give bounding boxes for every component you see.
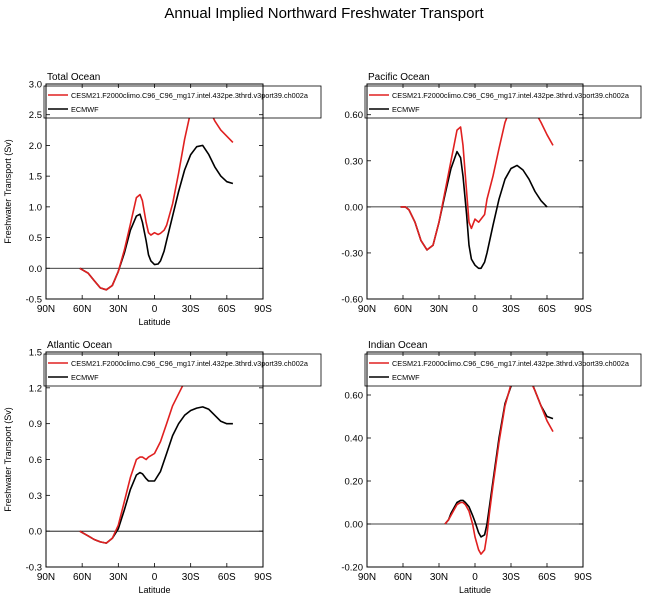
legend-model-label: CESM21.F2000climo.C96_C96_mg17.intel.432… <box>392 359 630 368</box>
x-axis-label: Latitude <box>138 585 170 595</box>
x-tick-label: 0 <box>472 304 478 315</box>
x-tick-label: 30S <box>182 304 200 315</box>
x-tick-label: 60S <box>538 304 556 315</box>
x-tick-label: 90N <box>358 304 376 315</box>
legend-obs-label: ECMWF <box>71 373 99 382</box>
panel-3: Indian Ocean CESM21.F2000climo.C96_C96_mg… <box>341 340 642 595</box>
y-tick-label: 1.5 <box>29 348 42 359</box>
legend-box <box>43 85 322 119</box>
y-axis-label: Freshwater Transport (Sv) <box>3 139 13 244</box>
x-tick-label: 60S <box>218 572 236 583</box>
x-tick-label: 30S <box>502 304 520 315</box>
x-tick-label: 0 <box>152 572 158 583</box>
legend-model-label: CESM21.F2000climo.C96_C96_mg17.intel.432… <box>392 91 630 100</box>
legend-model-label: CESM21.F2000climo.C96_C96_mg17.intel.432… <box>71 91 309 100</box>
x-tick-label: 30S <box>502 572 520 583</box>
legend-model-label: CESM21.F2000climo.C96_C96_mg17.intel.432… <box>71 359 309 368</box>
y-tick-label: 0.0 <box>29 264 42 275</box>
legend-box <box>364 85 642 119</box>
obs-line <box>400 150 548 270</box>
y-tick-label: 0.20 <box>345 477 364 488</box>
y-tick-label: 0.60 <box>345 110 364 121</box>
x-tick-label: 60S <box>538 572 556 583</box>
y-tick-label: 2.5 <box>29 110 42 121</box>
y-tick-label: -0.5 <box>26 295 42 306</box>
y-tick-label: 0.9 <box>29 419 42 430</box>
x-tick-label: 90S <box>254 304 272 315</box>
x-tick-label: 90N <box>37 572 55 583</box>
x-tick-label: 60N <box>394 304 412 315</box>
model-line <box>79 94 234 291</box>
x-tick-label: 90N <box>37 304 55 315</box>
panel-title: Atlantic Ocean <box>47 340 112 351</box>
y-tick-label: 1.0 <box>29 202 42 213</box>
y-tick-label: 0.0 <box>29 527 42 538</box>
y-tick-label: -0.60 <box>341 295 363 306</box>
figure-title: Annual Implied Northward Freshwater Tran… <box>164 5 484 22</box>
y-tick-label: -0.30 <box>341 248 363 259</box>
y-tick-label: 2.0 <box>29 141 42 152</box>
y-tick-label: 0.60 <box>345 391 364 402</box>
y-tick-label: 1.2 <box>29 383 42 394</box>
x-tick-label: 30N <box>430 572 448 583</box>
y-tick-label: 0.40 <box>345 434 364 445</box>
model-line <box>400 98 554 251</box>
x-tick-label: 60S <box>218 304 236 315</box>
obs-line <box>79 406 233 544</box>
y-tick-label: -0.3 <box>26 563 42 574</box>
legend-box <box>364 353 642 387</box>
panel-1: Pacific Ocean CESM21.F2000climo.C96_C96_m… <box>341 72 642 315</box>
model-line <box>79 359 234 544</box>
y-tick-label: 1.5 <box>29 172 42 183</box>
x-tick-label: 60N <box>73 304 91 315</box>
x-tick-label: 90N <box>358 572 376 583</box>
y-tick-label: -0.20 <box>341 563 363 574</box>
y-tick-label: 0.6 <box>29 455 42 466</box>
model-line <box>444 372 554 555</box>
y-tick-label: 0.5 <box>29 233 42 244</box>
x-tick-label: 30N <box>109 304 127 315</box>
panel-2: Atlantic Ocean CESM21.F2000climo.C96_C96_… <box>3 340 322 595</box>
x-tick-label: 90S <box>574 572 592 583</box>
panel-title: Indian Ocean <box>368 340 428 351</box>
x-tick-label: 90S <box>254 572 272 583</box>
x-tick-label: 30N <box>430 304 448 315</box>
x-tick-label: 90S <box>574 304 592 315</box>
x-tick-label: 60N <box>394 572 412 583</box>
legend-obs-label: ECMWF <box>392 373 420 382</box>
y-tick-label: 0.00 <box>345 202 364 213</box>
x-tick-label: 0 <box>472 572 478 583</box>
y-tick-label: 0.30 <box>345 156 364 167</box>
legend-obs-label: ECMWF <box>392 105 420 114</box>
legend-obs-label: ECMWF <box>71 105 99 114</box>
y-tick-label: 3.0 <box>29 80 42 91</box>
x-tick-label: 60N <box>73 572 91 583</box>
y-tick-label: 0.3 <box>29 491 42 502</box>
y-axis-label: Freshwater Transport (Sv) <box>3 407 13 512</box>
x-tick-label: 30S <box>182 572 200 583</box>
y-tick-label: 0.00 <box>345 520 364 531</box>
x-tick-label: 0 <box>152 304 158 315</box>
legend-box <box>43 353 322 387</box>
panel-title: Pacific Ocean <box>368 72 430 83</box>
x-axis-label: Latitude <box>459 585 491 595</box>
panel-0: Total Ocean CESM21.F2000climo.C96_C96_mg1… <box>3 72 322 327</box>
x-axis-label: Latitude <box>138 317 170 327</box>
x-tick-label: 30N <box>109 572 127 583</box>
panel-title: Total Ocean <box>47 72 100 83</box>
